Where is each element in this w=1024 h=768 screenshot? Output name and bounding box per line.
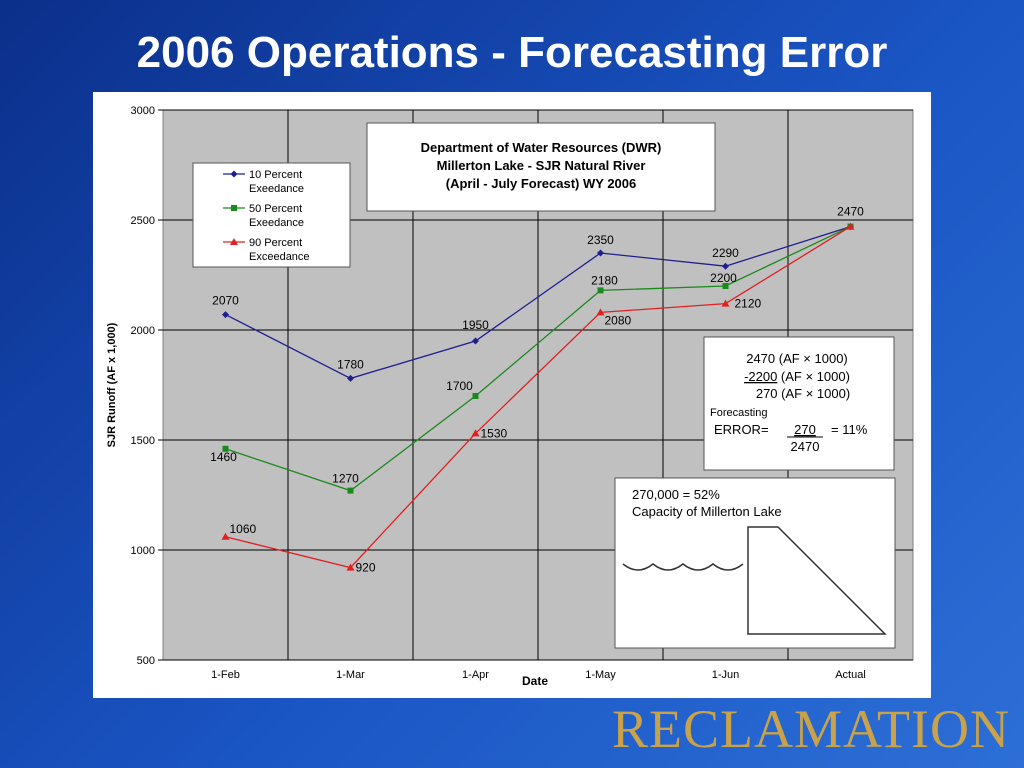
forecast-error-box: 2470 (AF × 1000) -2200 (AF × 1000) 270 (…: [703, 336, 895, 471]
series-line-3: [225, 226, 851, 569]
x-tick-label: 1-May: [585, 669, 616, 681]
y-tick-label: 1500: [131, 435, 155, 447]
data-point-1: [597, 249, 604, 257]
data-point-2: [347, 487, 354, 494]
data-label: 2290: [712, 246, 739, 260]
y-axis-ticks: 500 1000 1500 2000 2500 3000: [131, 105, 163, 667]
data-label: 1530: [481, 426, 508, 440]
legend-marker: [230, 170, 238, 178]
data-point-3: [721, 299, 730, 307]
data-label: 2200: [710, 271, 737, 285]
x-tick-label: Actual: [835, 669, 866, 681]
legend-marker: [230, 238, 238, 245]
capacity-box: 270,000 = 52% Capacity of Millerton Lake: [614, 477, 896, 649]
error-equals: = 11%: [831, 422, 868, 437]
data-labels-layer: 2070 1780 1950 2350 2290 2470 1460 1270 1700 2180…: [210, 205, 864, 575]
forecasting-label: Forecasting: [710, 407, 767, 419]
dam-icon: [747, 526, 887, 635]
y-tick-label: 500: [137, 655, 155, 667]
data-label: 1780: [337, 357, 364, 371]
legend-label: Exeedance: [249, 183, 304, 195]
data-label: 1950: [462, 318, 489, 332]
series-line-2: [225, 226, 851, 492]
data-point-2: [472, 393, 479, 399]
legend: 10 Percent Exeedance 50 Percent Exeedance 90…: [192, 162, 351, 268]
error-numerator: 270: [794, 422, 816, 437]
chart-title-box: Department of Water Resources (DWR) Mill…: [366, 122, 716, 212]
water-wave-icon: [622, 563, 744, 571]
data-point-3: [346, 563, 355, 571]
data-label: 1060: [230, 522, 257, 536]
x-tick-label: 1-Feb: [211, 669, 240, 681]
data-label: 1270: [332, 472, 359, 486]
y-axis-title: SJR Runoff (AF x 1,000): [106, 322, 118, 447]
x-axis-title: Date: [522, 674, 548, 688]
error-line-2-unit: (AF × 1000): [777, 369, 850, 384]
legend-label: Exeedance: [249, 217, 304, 229]
data-point-3: [221, 532, 230, 540]
data-point-1: [472, 337, 479, 345]
data-point-3: [596, 308, 605, 316]
legend-label: 90 Percent: [249, 237, 302, 249]
error-line-2-value: -2200: [744, 369, 777, 384]
legend-label: Exceedance: [249, 251, 310, 263]
x-axis-ticks: 1-Feb 1-Mar 1-Apr 1-May 1-Jun Actual: [211, 669, 866, 681]
error-line-3: 270 (AF × 1000): [756, 386, 850, 401]
data-label: 1460: [210, 450, 237, 464]
y-tick-label: 1000: [131, 545, 155, 557]
error-line-1: 2470 (AF × 1000): [746, 351, 848, 366]
data-label: 2350: [587, 233, 614, 247]
legend-label: 10 Percent: [249, 169, 302, 181]
error-line-2: -2200 (AF × 1000): [744, 369, 850, 384]
reclamation-logo: RECLAMATION: [612, 699, 1010, 759]
data-label: 920: [356, 561, 376, 575]
y-tick-label: 2500: [131, 215, 155, 227]
chart-title-line-2: Millerton Lake - SJR Natural River: [437, 158, 646, 173]
x-tick-label: 1-Apr: [462, 669, 489, 681]
series-layer: [221, 222, 855, 571]
data-label: 2470: [837, 205, 864, 219]
error-prefix: ERROR=: [714, 422, 769, 437]
data-label: 2080: [605, 313, 632, 327]
y-tick-label: 2000: [131, 325, 155, 337]
x-tick-label: 1-Mar: [336, 669, 365, 681]
data-label: 1700: [446, 379, 473, 393]
data-point-3: [471, 429, 480, 437]
data-point-2: [222, 445, 229, 452]
capacity-line-1: 270,000 = 52%: [632, 487, 720, 502]
legend-marker: [231, 205, 237, 211]
capacity-line-2: Capacity of Millerton Lake: [632, 504, 782, 519]
slide-title: 2006 Operations - Forecasting Error: [136, 28, 888, 77]
data-point-1: [347, 374, 354, 382]
legend-label: 50 Percent: [249, 203, 302, 215]
data-point-2: [597, 287, 604, 294]
chart-title-line-3: (April - July Forecast) WY 2006: [446, 176, 637, 191]
data-point-2: [722, 283, 729, 289]
data-point-1: [722, 262, 729, 270]
chart-panel: 500 1000 1500 2000 2500 3000 1-Feb 1-Mar 1-Apr 1…: [93, 92, 931, 698]
data-point-3: [846, 222, 855, 230]
error-denominator: 2470: [791, 439, 820, 454]
data-label: 2070: [212, 294, 239, 308]
y-tick-label: 3000: [131, 105, 155, 117]
data-point-1: [222, 311, 229, 319]
chart-title-line-1: Department of Water Resources (DWR): [421, 140, 662, 155]
data-label: 2180: [591, 273, 618, 287]
x-tick-label: 1-Jun: [712, 669, 740, 681]
series-line-1: [225, 225, 851, 380]
data-label: 2120: [735, 297, 762, 311]
